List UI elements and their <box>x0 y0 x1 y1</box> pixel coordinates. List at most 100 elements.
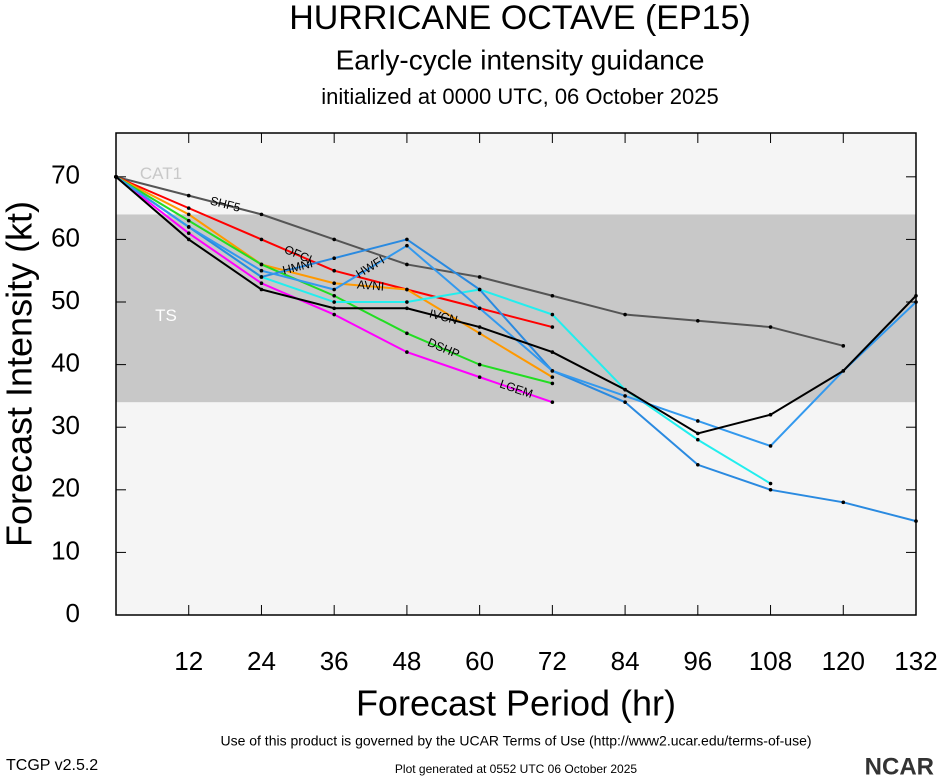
y-tick-label: 40 <box>51 347 80 377</box>
data-point <box>405 287 409 292</box>
data-point <box>841 500 846 505</box>
data-point <box>405 350 409 354</box>
data-point <box>186 212 191 217</box>
logo-text: NCAR <box>865 753 934 780</box>
data-point <box>477 325 482 329</box>
data-point <box>332 287 336 292</box>
data-point <box>332 256 336 260</box>
data-point <box>696 437 700 442</box>
series-label: IVCN <box>428 306 459 327</box>
data-point <box>405 262 409 267</box>
band-label: TS <box>155 306 177 325</box>
data-point <box>332 281 336 286</box>
data-point <box>550 400 555 404</box>
data-point <box>259 281 264 286</box>
data-point <box>259 287 264 292</box>
x-tick-label: 36 <box>320 646 349 676</box>
x-tick-label: 84 <box>611 646 640 676</box>
data-point <box>186 231 191 235</box>
version-text: TCGP v2.5.2 <box>6 757 98 774</box>
x-tick-label: 24 <box>247 646 276 676</box>
data-point <box>259 237 264 242</box>
data-point <box>768 488 773 492</box>
data-point <box>841 369 846 373</box>
init-text: initialized at 0000 UTC, 06 October 2025 <box>321 84 718 109</box>
data-point <box>186 218 191 223</box>
data-point <box>768 444 773 448</box>
x-tick-label: 60 <box>465 646 494 676</box>
data-point <box>550 369 555 373</box>
data-point <box>477 331 482 336</box>
x-tick-label: 72 <box>538 646 567 676</box>
data-point <box>623 312 627 317</box>
x-tick-label: 132 <box>894 646 937 676</box>
y-tick-label: 60 <box>51 222 80 252</box>
data-point <box>550 312 555 317</box>
series-line <box>115 176 917 435</box>
data-point <box>405 243 409 248</box>
generated-text: Plot generated at 0552 UTC 06 October 20… <box>395 762 637 776</box>
plot-frame <box>115 132 917 616</box>
data-point <box>332 237 336 242</box>
data-point <box>623 387 627 392</box>
data-point <box>841 344 846 348</box>
data-point <box>186 206 191 210</box>
terms-text: Use of this product is governed by the U… <box>220 733 811 749</box>
data-point <box>550 375 555 379</box>
y-tick-label: 50 <box>51 285 80 315</box>
data-point <box>477 375 482 379</box>
x-tick-label: 12 <box>174 646 203 676</box>
intensity-band <box>116 133 916 215</box>
data-point <box>768 325 773 329</box>
y-tick-label: 0 <box>66 598 80 628</box>
data-point <box>696 318 700 323</box>
data-point <box>696 431 700 436</box>
chart-title: HURRICANE OCTAVE (EP15) <box>289 0 751 37</box>
data-point <box>186 237 191 242</box>
data-point <box>332 312 336 317</box>
band-label: CAT1 <box>140 164 182 183</box>
data-point <box>696 462 700 467</box>
data-point <box>186 225 191 229</box>
y-tick-label: 20 <box>51 473 80 503</box>
data-point <box>405 306 409 311</box>
data-point <box>550 350 555 354</box>
data-point <box>259 268 264 273</box>
y-axis-label: Forecast Intensity (kt) <box>0 201 40 547</box>
data-point <box>477 306 482 311</box>
series-line <box>115 175 917 523</box>
data-point <box>332 293 336 298</box>
x-axis-label: Forecast Period (hr) <box>356 683 676 724</box>
data-point <box>259 262 264 267</box>
data-point <box>477 362 482 367</box>
x-tick-label: 96 <box>683 646 712 676</box>
data-point <box>405 237 409 242</box>
data-point <box>550 381 555 386</box>
data-point <box>332 306 336 311</box>
data-point <box>768 481 773 486</box>
data-point <box>405 300 409 304</box>
data-point <box>477 275 482 279</box>
data-point <box>332 300 336 304</box>
data-point <box>623 394 627 398</box>
data-point <box>405 331 409 336</box>
data-point <box>259 212 264 217</box>
y-tick-label: 30 <box>51 410 80 440</box>
chart-subtitle: Early-cycle intensity guidance <box>336 44 705 75</box>
data-point <box>768 412 773 417</box>
data-point <box>696 419 700 423</box>
data-point <box>550 293 555 298</box>
x-tick-label: 120 <box>822 646 865 676</box>
data-point <box>332 268 336 273</box>
data-point <box>186 193 191 198</box>
x-tick-label: 108 <box>749 646 792 676</box>
y-tick-label: 10 <box>51 535 80 565</box>
series-label: AVNI <box>357 277 385 293</box>
y-tick-label: 70 <box>51 160 80 190</box>
x-tick-label: 48 <box>392 646 421 676</box>
intensity-band <box>116 214 916 403</box>
data-point <box>550 325 555 329</box>
data-point <box>477 287 482 292</box>
data-point <box>259 275 264 279</box>
